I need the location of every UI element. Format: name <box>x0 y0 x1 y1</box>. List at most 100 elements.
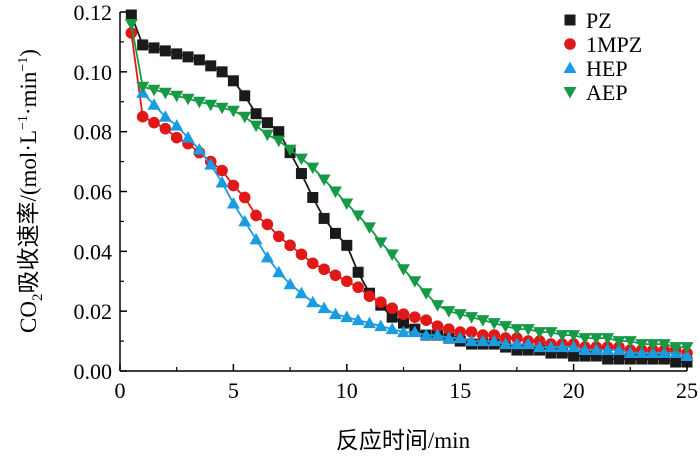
data-point-aep <box>272 135 286 148</box>
y-axis-title-close: ) <box>16 49 41 57</box>
data-point-hep <box>385 322 399 335</box>
data-point-hep <box>317 301 331 314</box>
data-point-hep <box>567 340 581 353</box>
y-axis-title-mid: ·min <box>16 71 41 115</box>
data-point-1mpz <box>284 239 296 252</box>
data-point-hep <box>158 110 172 122</box>
data-point-1mpz <box>306 257 319 270</box>
data-point-pz <box>352 266 364 278</box>
y-tick-label: 0.04 <box>74 239 113 264</box>
data-point-1mpz <box>318 263 330 276</box>
legend-item-aep: AEP <box>563 80 628 105</box>
data-point-pz <box>182 51 194 63</box>
data-point-1mpz <box>136 110 149 123</box>
data-point-pz <box>341 239 353 251</box>
legend-label-pz: PZ <box>586 8 612 33</box>
data-point-1mpz <box>352 281 364 294</box>
data-point-aep <box>442 306 456 318</box>
data-point-aep <box>589 333 603 345</box>
data-point-aep <box>623 336 637 348</box>
legend-marker-pz <box>564 14 576 26</box>
data-point-hep <box>465 334 479 347</box>
data-point-pz <box>307 191 319 203</box>
data-point-pz <box>511 344 523 356</box>
data-point-hep <box>283 277 297 290</box>
data-point-aep <box>226 105 240 118</box>
data-point-pz <box>545 347 557 359</box>
data-point-aep <box>465 312 479 324</box>
series-aep <box>124 18 694 354</box>
y-tick-label: 0.12 <box>74 0 113 25</box>
y-axis-title-sup1: −1 <box>16 115 31 130</box>
data-point-hep <box>272 265 286 278</box>
data-point-1mpz <box>238 191 251 204</box>
data-point-aep <box>136 81 150 94</box>
data-point-pz <box>205 60 217 72</box>
data-point-hep <box>249 232 263 245</box>
data-point-aep <box>601 333 615 345</box>
data-point-pz <box>261 117 273 129</box>
data-point-aep <box>680 342 694 354</box>
data-point-hep <box>657 346 671 359</box>
y-axis-title-rest: 吸收速率/(mol·L <box>16 130 41 294</box>
data-point-pz <box>670 356 682 368</box>
legend-item-hep: HEP <box>563 56 628 81</box>
data-point-1mpz <box>409 311 421 323</box>
legend-label-1mpz: 1MPZ <box>586 32 642 57</box>
data-point-hep <box>260 250 274 263</box>
data-point-aep <box>170 90 184 103</box>
data-point-pz <box>148 42 160 54</box>
data-point-aep <box>635 339 649 351</box>
data-point-pz <box>522 344 534 356</box>
data-point-pz <box>386 311 398 323</box>
data-point-aep <box>328 186 342 198</box>
data-point-hep <box>635 346 649 359</box>
data-point-pz <box>636 353 648 365</box>
data-point-hep <box>476 334 490 347</box>
x-tick-label: 0 <box>115 378 126 403</box>
data-point-1mpz <box>465 326 478 338</box>
legend-marker-aep <box>563 87 577 99</box>
data-point-pz <box>159 45 171 57</box>
data-point-hep <box>328 307 342 320</box>
data-point-aep <box>283 144 297 157</box>
data-point-aep <box>487 318 501 330</box>
data-point-pz <box>239 90 251 102</box>
data-point-aep <box>362 222 376 234</box>
data-point-hep <box>419 328 433 341</box>
data-point-aep <box>317 174 331 187</box>
data-point-hep <box>601 343 615 356</box>
data-point-hep <box>192 143 206 155</box>
data-point-1mpz <box>227 179 240 192</box>
data-point-hep <box>499 337 513 350</box>
data-point-aep <box>124 18 138 31</box>
y-axis-title-sup2: −1 <box>16 57 31 72</box>
data-point-aep <box>351 210 365 222</box>
y-axis-title-co: CO <box>16 301 41 333</box>
data-point-pz <box>579 350 591 362</box>
data-point-pz <box>398 317 409 329</box>
data-point-1mpz <box>148 116 160 129</box>
legend-item-pz: PZ <box>564 8 612 33</box>
data-point-hep <box>181 131 195 143</box>
data-point-pz <box>125 9 137 21</box>
data-point-hep <box>147 98 161 110</box>
data-point-hep <box>555 340 569 353</box>
data-point-pz <box>568 350 580 362</box>
data-point-aep <box>397 264 410 276</box>
data-point-aep <box>612 336 626 348</box>
ticks: 0 5 10 15 20 25 0.00 0.02 0.04 0.06 0.08 0.10 0.12 <box>74 0 699 403</box>
data-point-pz <box>556 347 568 359</box>
data-point-pz <box>647 353 659 365</box>
x-axis-title: 反应时间/min <box>336 428 471 453</box>
data-point-hep <box>544 340 558 353</box>
data-point-aep <box>306 162 320 175</box>
data-point-aep <box>374 237 388 249</box>
data-point-hep <box>374 319 388 332</box>
data-point-pz <box>613 353 625 365</box>
data-point-aep <box>499 321 513 333</box>
data-point-hep <box>362 316 376 329</box>
data-point-1mpz <box>272 230 285 243</box>
